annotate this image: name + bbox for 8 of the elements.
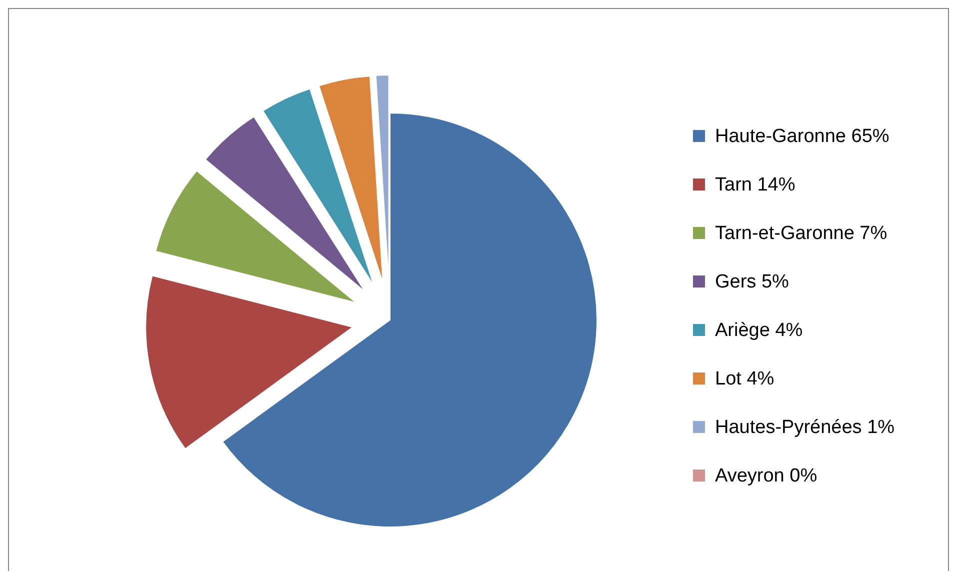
legend-label: Tarn 14%	[715, 174, 796, 196]
legend-label: Ariège 4%	[715, 320, 803, 341]
legend-label: Hautes-Pyrénées 1%	[715, 417, 895, 438]
legend-label: Haute-Garonne 65%	[715, 126, 890, 147]
legend-label: Tarn-et-Garonne 7%	[715, 223, 888, 244]
legend-label: Lot 4%	[715, 368, 774, 390]
legend-label: Gers 5%	[715, 272, 790, 292]
legend-label: Aveyron 0%	[715, 466, 818, 486]
